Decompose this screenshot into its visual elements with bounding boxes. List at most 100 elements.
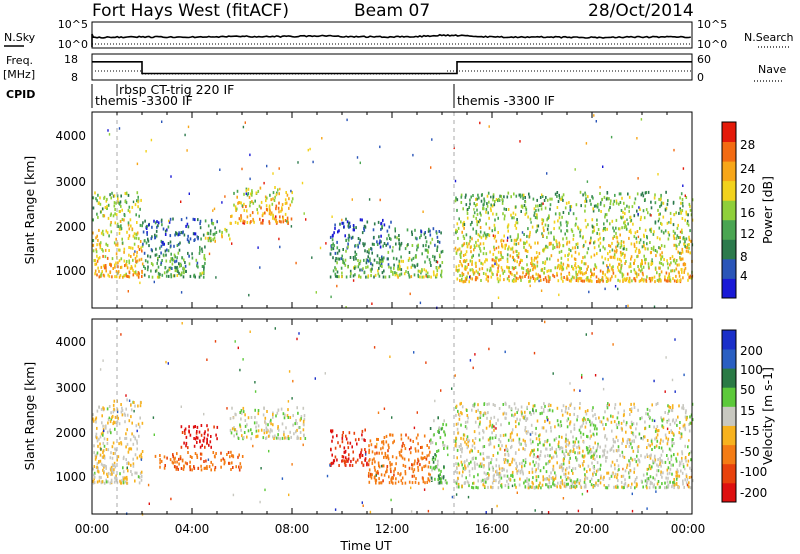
data-cell [250,428,252,432]
data-cell [288,197,290,201]
data-cell [650,230,652,234]
data-cell [110,264,112,268]
data-cell [562,262,565,266]
data-cell [651,465,653,469]
data-cell [660,470,662,474]
data-cell [157,265,160,269]
data-cell [186,222,189,226]
data-cell [512,258,515,262]
velocity-panel: 4000 3000 2000 1000 Slant Range [km] [22,318,694,516]
data-cell [678,474,681,478]
data-cell [441,249,444,253]
data-cell [542,278,545,282]
data-cell [345,249,347,253]
data-cell [518,252,520,256]
data-cell [602,279,604,283]
data-cell [189,455,192,458]
data-cell-sparse [132,200,135,204]
data-cell [160,459,163,463]
data-cell [333,244,335,248]
data-cell [647,211,649,215]
data-cell [498,481,500,485]
data-cell [127,221,130,225]
data-cell [375,445,378,449]
data-cell [523,245,525,249]
data-cell-sparse [231,242,233,245]
data-cell [681,209,684,213]
data-cell [176,465,178,469]
data-cell [199,222,201,226]
data-cell [268,212,271,216]
data-cell [141,275,143,278]
data-cell [134,471,136,475]
data-cell [649,228,651,232]
data-cell [615,226,617,230]
data-cell [127,275,129,278]
data-cell [568,247,570,251]
data-cell [352,450,354,454]
data-cell [524,457,527,461]
data-cell [122,275,124,279]
data-cell [496,469,498,473]
data-cell [519,275,521,279]
data-cell [636,476,638,480]
data-cell [402,259,404,263]
power-colorbar-label: Power [dB] [760,176,775,244]
data-cell [491,481,494,485]
plot-title: Fort Hays West (fitACF) [92,1,289,21]
data-cell [394,481,397,485]
data-cell [497,264,500,268]
data-cell [474,204,477,208]
data-cell [113,463,116,467]
data-cell [510,238,513,242]
data-cell [416,244,418,248]
data-cell [223,462,226,466]
data-cell [140,470,143,474]
data-cell [591,409,594,412]
data-cell [473,202,476,206]
data-cell [523,241,525,245]
data-cell [235,432,238,436]
data-cell-sparse [569,209,571,212]
data-cell [361,433,363,437]
data-cell [361,461,363,465]
data-cell [429,439,431,443]
data-cell [459,447,462,451]
data-cell [486,455,488,459]
data-cell-sparse [497,296,500,299]
data-cell [635,460,638,464]
data-cell [380,473,383,477]
data-cell [498,467,501,471]
data-cell [622,454,624,458]
data-cell [413,264,416,268]
data-cell [136,231,139,235]
data-cell [580,260,583,264]
data-cell [567,471,570,475]
data-cell [542,234,544,238]
data-cell [415,436,418,440]
data-cell [662,201,665,205]
data-cell [125,445,127,449]
data-cell [688,429,691,433]
data-cell [376,243,379,246]
data-cell [367,463,370,467]
data-cell [103,407,105,411]
data-cell [240,411,243,415]
data-cell [120,403,122,406]
data-cell [630,442,632,446]
data-cell [472,481,475,485]
data-cell [602,477,604,481]
data-cell [572,445,575,448]
data-cell [611,241,613,245]
data-cell [682,404,684,408]
data-cell [644,427,646,431]
data-cell [206,467,208,470]
data-cell [646,275,648,279]
data-cell [626,463,629,467]
data-cell [112,194,115,198]
data-cell [617,265,619,269]
data-cell [689,466,691,470]
data-cell [250,437,252,441]
data-cell [681,471,684,475]
data-cell [537,486,540,490]
